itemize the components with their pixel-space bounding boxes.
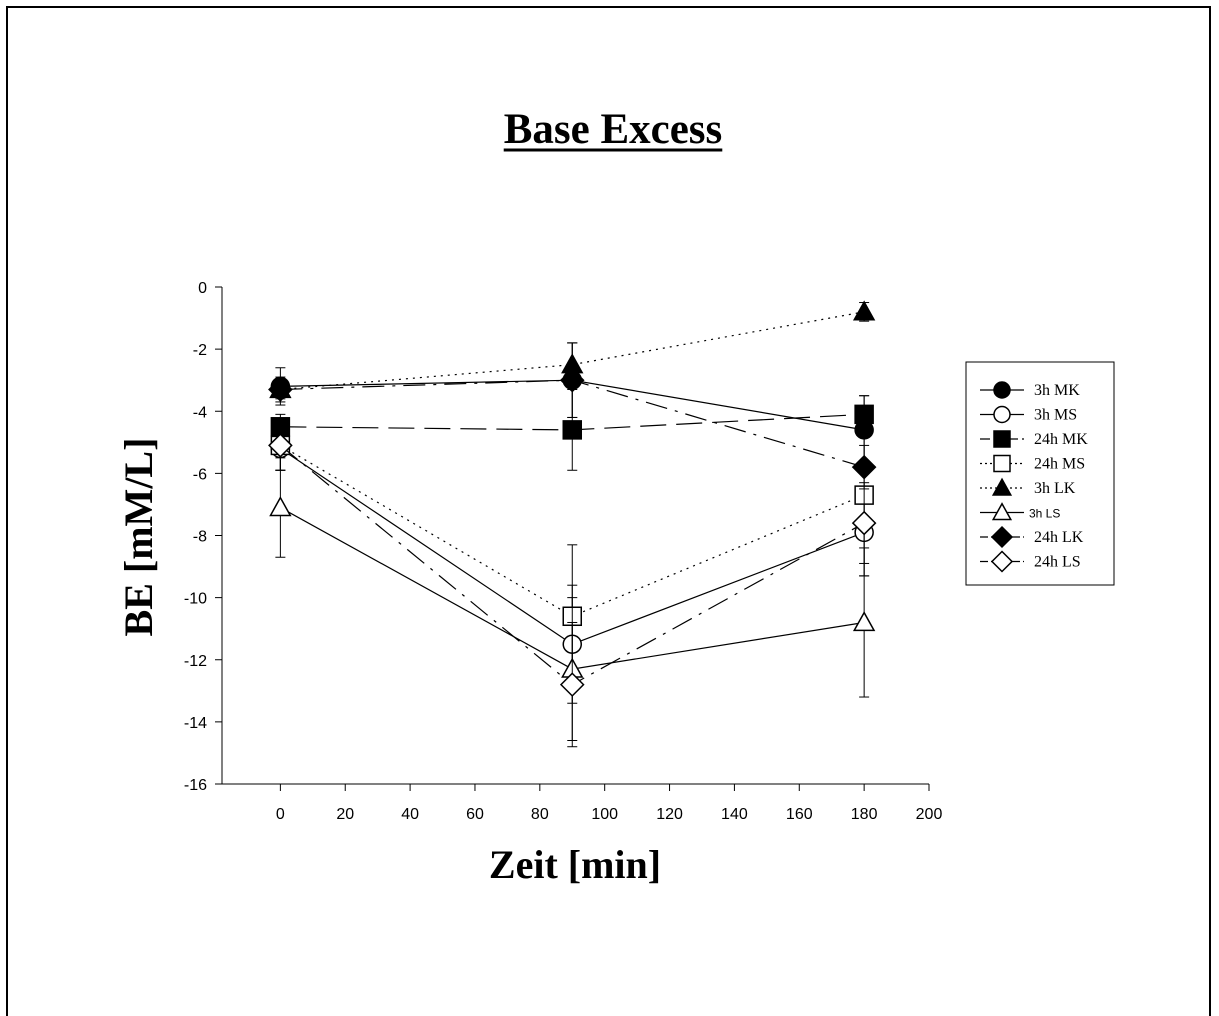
series-layer — [268, 300, 877, 748]
x-tick-label: 20 — [336, 806, 354, 823]
x-tick-label: 120 — [656, 806, 683, 823]
x-tick-label: 200 — [916, 806, 943, 823]
y-tick-label: -16 — [184, 777, 207, 794]
series-line — [280, 444, 865, 617]
x-tick-label: 100 — [591, 806, 618, 823]
x-tick-label: 180 — [851, 806, 878, 823]
legend-marker — [993, 381, 1011, 399]
legend-label: 3h LS — [1029, 507, 1060, 521]
data-point — [559, 672, 585, 697]
x-tick-label: 140 — [721, 806, 748, 823]
y-tick-label: -6 — [193, 466, 207, 483]
y-tick-label: -12 — [184, 653, 207, 670]
x-tick-label: 0 — [276, 806, 285, 823]
figure-frame — [6, 6, 1211, 1016]
legend-item: 3h MK — [980, 381, 1080, 399]
legend-item: 3h LK — [980, 477, 1076, 497]
legend-marker — [993, 454, 1011, 473]
y-tick-label: -4 — [193, 404, 207, 421]
legend-item: 24h MK — [980, 430, 1088, 448]
legend-marker — [991, 477, 1013, 496]
series-line — [280, 311, 865, 391]
legend-item: 24h LS — [980, 550, 1081, 573]
legend-item: 3h LS — [980, 502, 1060, 521]
x-tick-label: 160 — [786, 806, 813, 823]
data-point — [852, 300, 876, 321]
legend-label: 24h LK — [1034, 529, 1084, 546]
legend-box — [965, 361, 1115, 586]
x-axis-title: Zeit [min] — [489, 842, 661, 887]
legend-label: 24h LS — [1034, 554, 1081, 571]
legend-label: 24h MK — [1034, 431, 1088, 448]
y-tick-label: -8 — [193, 529, 207, 546]
axes: 0 20 40 60 80 100 120 140 160 180 200 0 -2 -4 -6 -8 -10 -… — [184, 280, 943, 823]
x-tick-label: 80 — [531, 806, 549, 823]
legend-marker — [990, 525, 1014, 549]
data-point — [851, 510, 877, 536]
data-point — [268, 377, 293, 402]
data-point — [852, 611, 876, 632]
data-point — [268, 433, 293, 458]
legend-marker — [991, 502, 1013, 521]
data-point — [562, 420, 583, 440]
y-tick-label: 0 — [198, 280, 207, 297]
series-24h-lk — [268, 342, 877, 490]
x-tick-label: 40 — [401, 806, 419, 823]
legend-marker — [993, 405, 1011, 424]
legend-marker — [993, 430, 1011, 448]
data-point — [269, 496, 292, 517]
y-axis-title: BE [mM/L] — [116, 438, 161, 637]
legend-item: 24h MS — [980, 454, 1085, 473]
y-tick-label: -14 — [184, 715, 207, 732]
legend-label: 24h MS — [1034, 456, 1085, 473]
legend-label: 3h MS — [1034, 407, 1077, 424]
x-tick-label: 60 — [466, 806, 484, 823]
series-24h-ls — [268, 420, 877, 748]
legend-marker — [990, 550, 1014, 573]
legend-item: 3h MS — [980, 405, 1077, 424]
chart-title: Base Excess — [504, 106, 723, 153]
legend-label: 3h LK — [1034, 480, 1076, 497]
data-point — [559, 367, 585, 393]
legend-label: 3h MK — [1034, 382, 1080, 399]
y-tick-label: -2 — [193, 342, 207, 359]
legend: 3h MK 3h MS 24h MK 24h MS 3h LK 3h LS 24h LK 24… — [980, 381, 1088, 573]
data-point — [851, 454, 877, 480]
legend-item: 24h LK — [980, 525, 1084, 549]
y-tick-label: -10 — [184, 591, 207, 608]
